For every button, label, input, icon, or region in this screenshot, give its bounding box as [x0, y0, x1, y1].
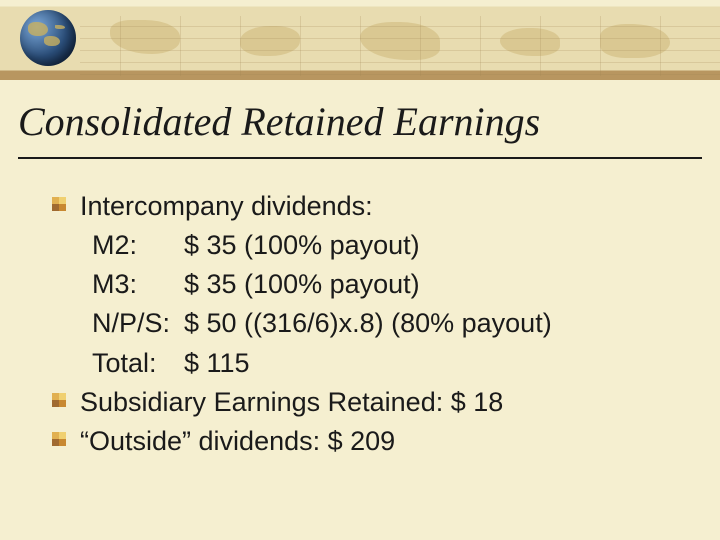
sub-line: N/P/S:$ 50 ((316/6)x.8) (80% payout) — [80, 304, 720, 343]
map-gridline-h — [80, 74, 720, 75]
sub-line: Total:$ 115 — [80, 344, 720, 383]
diamond-bullet-icon — [52, 393, 66, 407]
sub-label: M2: — [92, 226, 184, 265]
sub-line: M2:$ 35 (100% payout) — [80, 226, 720, 265]
diamond-bullet-icon — [52, 432, 66, 446]
sub-value: $ 50 ((316/6)x.8) (80% payout) — [184, 304, 552, 343]
map-landmass — [110, 20, 180, 54]
map-gridline-h — [80, 62, 720, 63]
map-landmass — [360, 22, 440, 60]
map-gridline-v — [300, 16, 301, 76]
map-gridline-v — [480, 16, 481, 76]
bullet-item: Subsidiary Earnings Retained: $ 18 — [80, 383, 720, 422]
bullet-item: Intercompany dividends: — [80, 187, 720, 226]
sub-line: M3:$ 35 (100% payout) — [80, 265, 720, 304]
slide-body: Intercompany dividends: M2:$ 35 (100% pay… — [0, 159, 720, 461]
map-gridline-v — [180, 16, 181, 76]
bullet-item: “Outside” dividends: $ 209 — [80, 422, 720, 461]
map-landmass — [500, 28, 560, 56]
slide-title: Consolidated Retained Earnings — [0, 80, 720, 157]
banner-map-strip — [0, 0, 720, 80]
bullet-text: Intercompany dividends: — [80, 191, 373, 221]
sub-value: $ 115 — [184, 344, 250, 383]
bullet-text: “Outside” dividends: $ 209 — [80, 426, 395, 456]
sub-label: N/P/S: — [92, 304, 184, 343]
map-strip-bg — [0, 8, 720, 68]
sub-value: $ 35 (100% payout) — [184, 226, 420, 265]
sub-label: Total: — [92, 344, 184, 383]
diamond-bullet-icon — [52, 197, 66, 211]
map-landmass — [600, 24, 670, 58]
map-gridline-v — [360, 16, 361, 76]
sub-value: $ 35 (100% payout) — [184, 265, 420, 304]
bullet-text: Subsidiary Earnings Retained: $ 18 — [80, 387, 503, 417]
map-landmass — [240, 26, 300, 56]
sub-label: M3: — [92, 265, 184, 304]
globe-icon — [20, 10, 76, 66]
